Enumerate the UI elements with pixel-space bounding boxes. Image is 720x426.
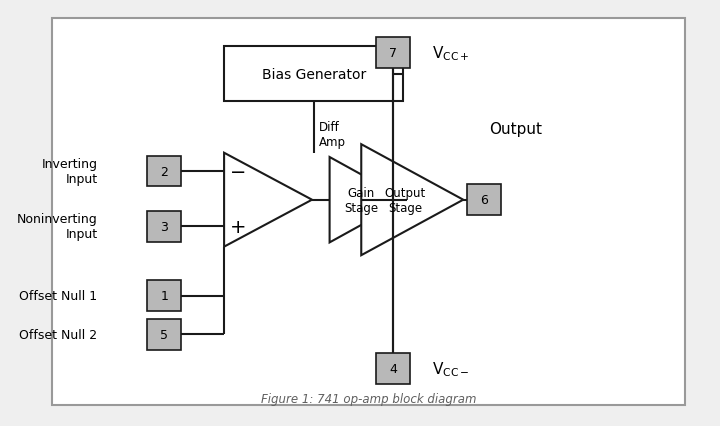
Text: Output
Stage: Output Stage <box>384 186 426 214</box>
Text: V$_{\mathrm{CC+}}$: V$_{\mathrm{CC+}}$ <box>431 44 469 63</box>
Text: Offset Null 2: Offset Null 2 <box>19 328 97 341</box>
FancyBboxPatch shape <box>148 156 181 187</box>
Text: Offset Null 1: Offset Null 1 <box>19 290 97 302</box>
Text: 7: 7 <box>389 47 397 60</box>
Text: Bias Generator: Bias Generator <box>261 68 366 81</box>
Text: Gain
Stage: Gain Stage <box>344 186 378 214</box>
Text: 2: 2 <box>161 165 168 178</box>
FancyBboxPatch shape <box>148 211 181 242</box>
Text: Inverting
Input: Inverting Input <box>42 158 97 186</box>
Text: Diff
Amp: Diff Amp <box>319 121 346 149</box>
Polygon shape <box>361 145 463 256</box>
FancyBboxPatch shape <box>224 47 403 102</box>
FancyBboxPatch shape <box>376 353 410 384</box>
Text: 3: 3 <box>161 220 168 233</box>
Text: −: − <box>230 162 246 181</box>
Text: 5: 5 <box>161 328 168 341</box>
FancyBboxPatch shape <box>148 319 181 350</box>
Text: Output: Output <box>490 121 542 136</box>
Text: +: + <box>230 217 246 236</box>
FancyBboxPatch shape <box>52 19 685 405</box>
Text: 6: 6 <box>480 194 488 207</box>
Text: 1: 1 <box>161 290 168 302</box>
Polygon shape <box>224 153 312 247</box>
Text: V$_{\mathrm{CC-}}$: V$_{\mathrm{CC-}}$ <box>431 359 469 378</box>
FancyBboxPatch shape <box>467 185 501 216</box>
FancyBboxPatch shape <box>376 38 410 69</box>
FancyBboxPatch shape <box>148 281 181 311</box>
Text: 4: 4 <box>389 362 397 375</box>
Text: Noninverting
Input: Noninverting Input <box>17 213 97 241</box>
Polygon shape <box>330 158 407 243</box>
Text: Figure 1: 741 op-amp block diagram: Figure 1: 741 op-amp block diagram <box>261 392 476 405</box>
